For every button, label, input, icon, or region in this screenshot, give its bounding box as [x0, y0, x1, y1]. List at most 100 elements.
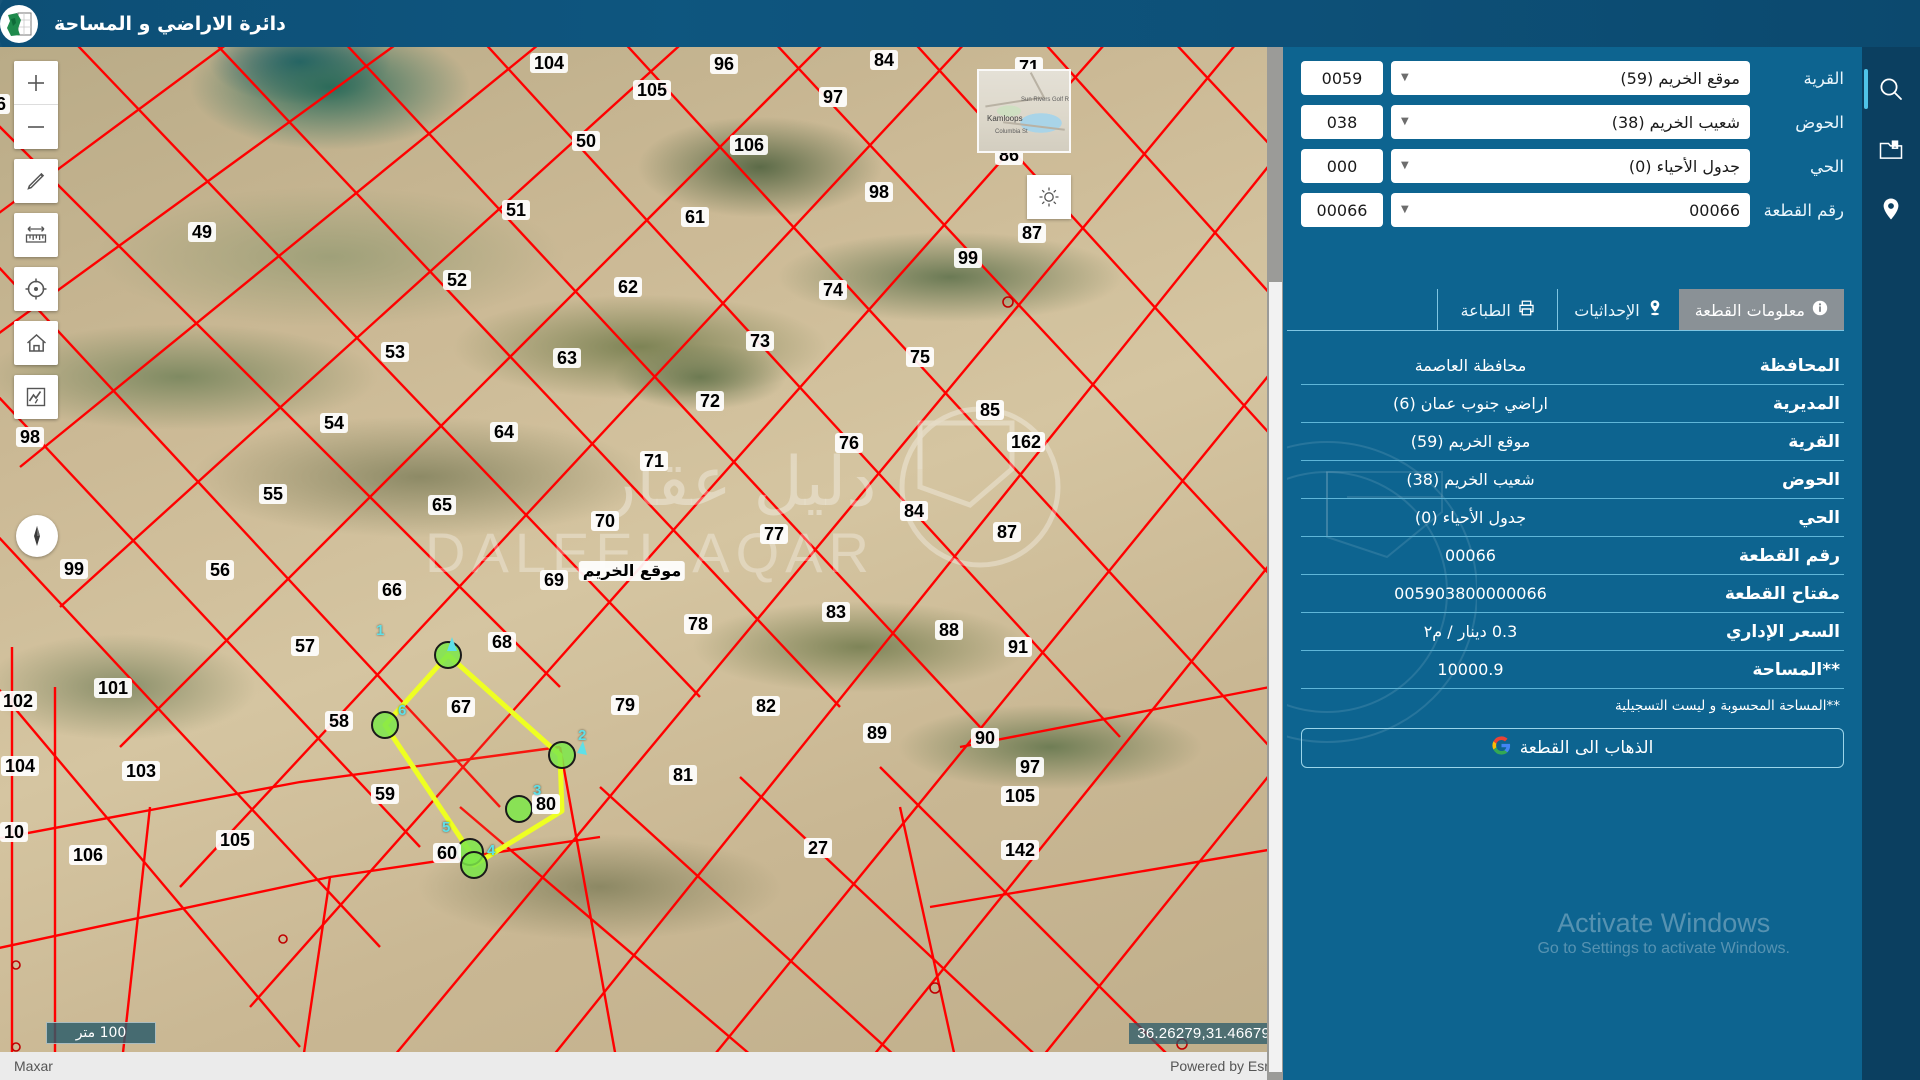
table-row: القرية موقع الخريم (59) — [1301, 423, 1844, 461]
parcel-label[interactable]: 106 — [729, 135, 769, 155]
parcel-label[interactable]: 84 — [869, 50, 899, 70]
code-parcel-number[interactable]: 00066 — [1301, 193, 1383, 227]
parcel-label[interactable]: 58 — [324, 711, 354, 731]
panel-tabs: معلومات القطعة الإحداثيات الطباعة — [1285, 289, 1844, 331]
parcel-label[interactable]: 70 — [590, 511, 620, 531]
parcel-label[interactable]: 64 — [489, 422, 519, 442]
parcel-label[interactable]: 105 — [1000, 786, 1040, 806]
parcel-label[interactable]: 66 — [377, 580, 407, 600]
measure-button[interactable] — [14, 213, 58, 257]
table-row: المديرية اراضي جنوب عمان (6) — [1301, 385, 1844, 423]
tab-print[interactable]: الطباعة — [1437, 289, 1557, 330]
parcel-label[interactable]: 16 — [0, 94, 11, 114]
map-pin-icon — [1647, 299, 1663, 321]
parcel-label[interactable]: 87 — [992, 522, 1022, 542]
map-canvas[interactable]: دليل عقار DALEEL AQAR 161049684711059750… — [0, 47, 1286, 1080]
layers-map-button[interactable] — [14, 375, 58, 419]
parcel-label[interactable]: 27 — [803, 838, 833, 858]
parcel-label[interactable]: 88 — [934, 620, 964, 640]
parcel-label[interactable]: 82 — [751, 696, 781, 716]
parcel-label[interactable]: 106 — [68, 845, 108, 865]
goto-parcel-button[interactable]: الذهاب الى القطعة — [1301, 728, 1844, 768]
parcel-label[interactable]: 74 — [818, 280, 848, 300]
parcel-label[interactable]: 68 — [487, 632, 517, 652]
select-basin[interactable]: شعيب الخريم (38) ▼ — [1391, 105, 1750, 139]
parcel-label[interactable]: 72 — [695, 391, 725, 411]
parcel-label[interactable]: 73 — [745, 331, 775, 351]
parcel-label[interactable]: 51 — [501, 200, 531, 220]
parcel-label[interactable]: 104 — [0, 756, 40, 776]
search-icon[interactable] — [1862, 61, 1920, 117]
parcel-label[interactable]: 97 — [818, 87, 848, 107]
parcel-label[interactable]: 142 — [1000, 840, 1040, 860]
parcel-label[interactable]: 69 — [539, 570, 569, 590]
parcel-label[interactable]: 71 — [639, 451, 669, 471]
parcel-label[interactable]: 57 — [290, 636, 320, 656]
select-neighborhood[interactable]: جدول الأحياء (0) ▼ — [1391, 149, 1750, 183]
parcel-label[interactable]: 99 — [953, 248, 983, 268]
tab-parcel-info[interactable]: معلومات القطعة — [1678, 289, 1844, 330]
parcel-label[interactable]: 84 — [899, 501, 929, 521]
parcel-label[interactable]: 77 — [759, 524, 789, 544]
parcel-label[interactable]: 96 — [709, 54, 739, 74]
select-parcel-number[interactable]: 00066 ▼ — [1391, 193, 1750, 227]
parcel-label[interactable]: 105 — [215, 830, 255, 850]
zoom-out-button[interactable] — [14, 105, 58, 149]
code-village[interactable]: 0059 — [1301, 61, 1383, 95]
brightness-icon[interactable] — [1027, 175, 1071, 219]
parcel-label[interactable]: 78 — [683, 614, 713, 634]
parcel-label[interactable]: 97 — [1015, 757, 1045, 777]
parcel-label[interactable]: 50 — [571, 131, 601, 151]
home-button[interactable] — [14, 321, 58, 365]
parcel-label[interactable]: 49 — [187, 222, 217, 242]
parcel-label[interactable]: 85 — [975, 400, 1005, 420]
compass-button[interactable] — [16, 515, 58, 557]
parcel-label[interactable]: 80 — [531, 794, 561, 814]
parcel-label[interactable]: 83 — [821, 602, 851, 622]
parcel-label[interactable]: 90 — [970, 728, 1000, 748]
location-pin-icon[interactable] — [1862, 181, 1920, 237]
locate-button[interactable] — [14, 267, 58, 311]
parcel-label[interactable]: 52 — [442, 270, 472, 290]
map-view[interactable]: دليل عقار DALEEL AQAR 161049684711059750… — [0, 47, 1286, 1080]
parcel-label[interactable]: 54 — [319, 413, 349, 433]
parcel-label[interactable]: 60 — [432, 843, 462, 863]
zoom-in-button[interactable] — [14, 61, 58, 105]
parcel-label[interactable]: 91 — [1003, 637, 1033, 657]
parcel-label[interactable]: 65 — [427, 495, 457, 515]
parcel-label[interactable]: 67 — [446, 697, 476, 717]
draw-pencil-button[interactable] — [14, 159, 58, 203]
parcel-label[interactable]: 105 — [632, 80, 672, 100]
parcel-label[interactable]: 81 — [668, 765, 698, 785]
parcel-label[interactable]: 162 — [1006, 432, 1046, 452]
panel-scrollbar-thumb[interactable] — [1269, 282, 1282, 1072]
parcel-label[interactable]: 75 — [905, 347, 935, 367]
parcel-label[interactable]: 53 — [380, 342, 410, 362]
parcel-label[interactable]: 102 — [0, 691, 38, 711]
archive-folder-icon[interactable] — [1862, 121, 1920, 177]
parcel-label[interactable]: 62 — [613, 277, 643, 297]
parcel-label[interactable]: 10 — [0, 822, 29, 842]
parcel-label[interactable]: 98 — [864, 182, 894, 202]
parcel-label[interactable]: 55 — [258, 484, 288, 504]
parcel-label[interactable]: 89 — [862, 723, 892, 743]
parcel-label[interactable]: 79 — [610, 695, 640, 715]
parcel-label[interactable]: 63 — [552, 348, 582, 368]
code-neighborhood[interactable]: 000 — [1301, 149, 1383, 183]
selected-parcel-vertices[interactable] — [0, 47, 1286, 1080]
select-village[interactable]: موقع الخريم (59) ▼ — [1391, 61, 1750, 95]
parcel-label[interactable]: 104 — [529, 53, 569, 73]
parcel-label[interactable]: 99 — [59, 559, 89, 579]
basemap-thumbnail[interactable]: Sun Rivers Golf Resort Kamloops Columbia… — [977, 69, 1071, 153]
parcel-label[interactable]: 98 — [15, 427, 45, 447]
parcel-label[interactable]: 103 — [121, 761, 161, 781]
parcel-label[interactable]: 59 — [370, 784, 400, 804]
tab-coordinates[interactable]: الإحداثيات — [1557, 289, 1679, 330]
code-basin[interactable]: 038 — [1301, 105, 1383, 139]
parcel-label[interactable]: 101 — [93, 678, 133, 698]
parcel-label[interactable]: 87 — [1017, 223, 1047, 243]
parcel-label[interactable]: 61 — [680, 207, 710, 227]
parcel-label[interactable]: 56 — [205, 560, 235, 580]
parcel-label[interactable]: 76 — [834, 433, 864, 453]
